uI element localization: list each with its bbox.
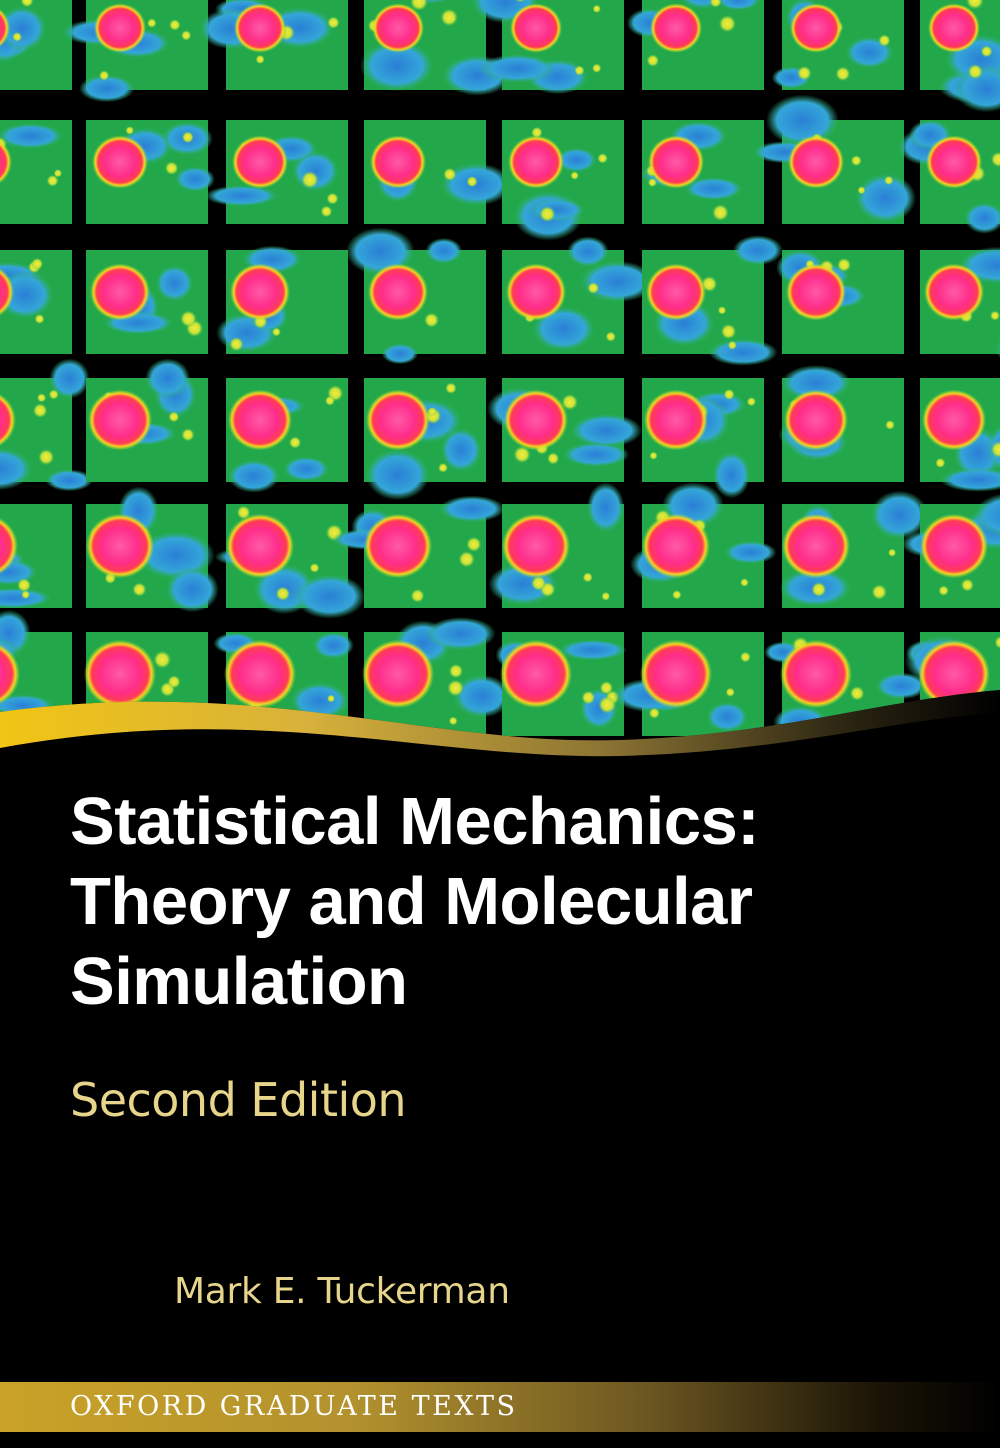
title-line-1: Statistical Mechanics: [70, 784, 760, 859]
density-tile [345, 227, 486, 365]
density-tile [752, 94, 917, 224]
density-tile [226, 378, 348, 493]
density-tile [364, 378, 486, 501]
density-tile [471, 0, 624, 95]
density-tile [642, 235, 783, 366]
density-tile [486, 378, 643, 482]
cover-artwork [0, 0, 1000, 757]
title-line-2: Theory and Molecular [70, 864, 753, 939]
density-tile [0, 250, 72, 354]
density-tile [920, 246, 1000, 368]
density-tile [0, 0, 72, 90]
density-tile [0, 120, 72, 224]
series-name: OXFORD GRADUATE TEXTS [70, 1391, 518, 1422]
density-tile [776, 249, 904, 354]
density-tile [364, 120, 512, 224]
series-band [0, 1382, 1000, 1432]
density-tile [612, 632, 764, 736]
density-tile [779, 490, 929, 608]
density-tile [778, 364, 904, 482]
density-tile [641, 120, 764, 224]
density-tile [332, 495, 505, 608]
density-tile [502, 236, 656, 354]
density-tile [86, 358, 208, 482]
gold-wave [0, 690, 1000, 757]
density-tile [495, 632, 627, 736]
density-tile [360, 0, 512, 96]
density-tile [626, 0, 764, 90]
density-tile [204, 120, 348, 224]
density-tile [901, 492, 1000, 608]
density-tile [362, 617, 511, 736]
density-tile [86, 486, 219, 613]
density-tile [630, 482, 777, 608]
density-tile [198, 0, 348, 90]
density-tile [488, 482, 625, 608]
density-tile [920, 378, 1000, 492]
density-tile [216, 245, 348, 354]
density-tile [61, 0, 208, 103]
book-title: Statistical Mechanics: Theory and Molecu… [70, 782, 970, 1022]
title-line-3: Simulation [70, 944, 408, 1019]
density-tile [898, 119, 1000, 234]
density-tile [214, 504, 366, 619]
author-name: Mark E. Tuckerman [174, 1271, 510, 1312]
density-tile [0, 504, 72, 609]
density-tile [0, 358, 94, 492]
density-tile [502, 120, 624, 241]
density-grid-image [0, 0, 1000, 757]
density-tile [642, 378, 764, 499]
density-tile [920, 0, 1000, 113]
density-tile [86, 250, 208, 354]
density-tile [86, 120, 215, 224]
edition-label: Second Edition [70, 1073, 407, 1127]
density-tile [771, 0, 904, 90]
